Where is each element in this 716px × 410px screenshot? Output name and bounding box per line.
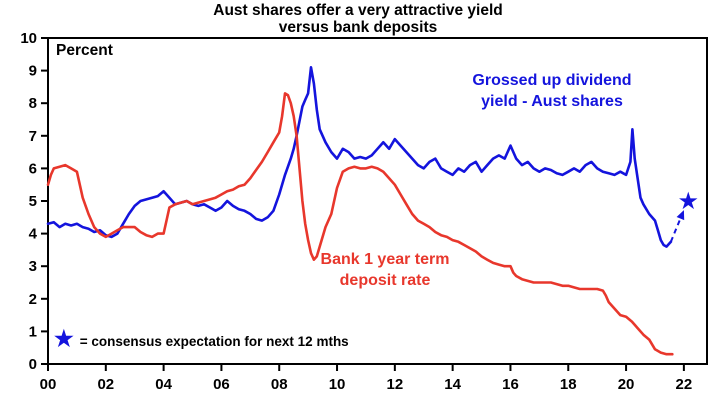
svg-text:14: 14 bbox=[444, 376, 461, 393]
svg-text:08: 08 bbox=[271, 376, 288, 393]
y-axis-label: Percent bbox=[56, 42, 113, 59]
svg-text:22: 22 bbox=[676, 376, 693, 393]
svg-text:8: 8 bbox=[29, 95, 37, 112]
svg-text:12: 12 bbox=[386, 376, 403, 393]
svg-text:10: 10 bbox=[20, 30, 37, 47]
svg-text:4: 4 bbox=[29, 226, 38, 243]
svg-text:00: 00 bbox=[40, 376, 57, 393]
svg-text:18: 18 bbox=[560, 376, 577, 393]
legend-note-text: = consensus expectation for next 12 mths bbox=[79, 333, 349, 349]
legend-note: ★ = consensus expectation for next 12 mt… bbox=[54, 326, 349, 351]
svg-text:16: 16 bbox=[502, 376, 519, 393]
svg-text:★: ★ bbox=[677, 187, 699, 215]
star-icon: ★ bbox=[54, 326, 74, 351]
chart-title-line1: Aust shares offer a very attractive yiel… bbox=[213, 2, 503, 19]
svg-text:02: 02 bbox=[97, 376, 114, 393]
annotation-deposit-rate: Bank 1 year term deposit rate bbox=[283, 249, 487, 291]
annotation-dividend-yield-line1: Grossed up dividend bbox=[472, 72, 632, 89]
annotation-deposit-rate-line2: deposit rate bbox=[339, 272, 431, 289]
svg-text:20: 20 bbox=[618, 376, 635, 393]
svg-text:10: 10 bbox=[329, 376, 346, 393]
annotation-deposit-rate-line1: Bank 1 year term bbox=[320, 251, 450, 268]
chart-title: Aust shares offer a very attractive yiel… bbox=[0, 2, 716, 36]
svg-text:04: 04 bbox=[155, 376, 172, 393]
annotation-dividend-yield: Grossed up dividend yield - Aust shares bbox=[440, 70, 664, 112]
svg-text:9: 9 bbox=[29, 63, 37, 80]
chart-title-line2: versus bank deposits bbox=[278, 19, 438, 36]
svg-text:0: 0 bbox=[29, 356, 37, 373]
svg-text:5: 5 bbox=[29, 193, 37, 210]
svg-text:1: 1 bbox=[29, 323, 37, 340]
annotation-dividend-yield-line2: yield - Aust shares bbox=[481, 93, 623, 110]
svg-text:06: 06 bbox=[213, 376, 230, 393]
svg-text:6: 6 bbox=[29, 160, 37, 177]
svg-text:3: 3 bbox=[29, 258, 37, 275]
svg-text:2: 2 bbox=[29, 291, 37, 308]
svg-text:7: 7 bbox=[29, 128, 37, 145]
